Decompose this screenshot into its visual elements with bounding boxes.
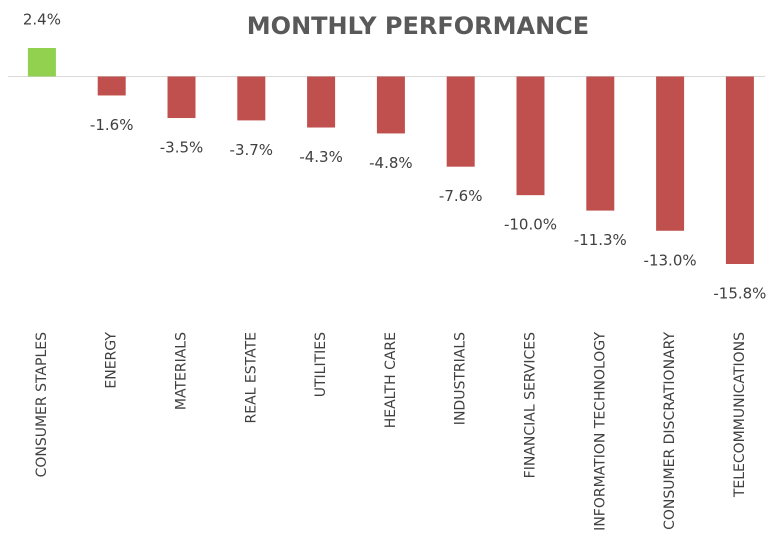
bar (725, 76, 754, 264)
x-tick-label: ENERGY (104, 332, 120, 389)
bar (307, 76, 336, 128)
bar (97, 76, 126, 96)
bar (446, 76, 475, 167)
data-label: -13.0% (644, 251, 697, 269)
bar (376, 76, 405, 134)
data-label: -4.8% (369, 154, 413, 172)
bar (586, 76, 615, 211)
x-tick-label: CONSUMER DISCRATIONARY (662, 332, 678, 530)
data-label: 2.4% (23, 11, 61, 29)
data-label: -10.0% (504, 216, 557, 234)
x-tick-label: REAL ESTATE (243, 332, 259, 424)
bar (516, 76, 545, 196)
data-label: -1.6% (90, 116, 134, 134)
data-label: -3.7% (230, 141, 274, 159)
x-tick-label: UTILITIES (313, 332, 329, 397)
x-tick-label: HEALTH CARE (383, 332, 399, 428)
x-tick-label: CONSUMER STAPLES (34, 332, 50, 478)
bar (167, 76, 196, 119)
x-tick-label: INDUSTRIALS (453, 332, 469, 425)
bar (27, 48, 56, 77)
data-label: -3.5% (160, 139, 204, 157)
x-tick-label: MATERIALS (174, 332, 190, 410)
bar (237, 76, 266, 121)
data-label: -7.6% (439, 187, 483, 205)
x-tick-label: INFORMATION TECHNOLOGY (592, 332, 608, 531)
bar (656, 76, 685, 231)
data-label: -15.8% (713, 285, 766, 303)
chart-title: MONTHLY PERFORMANCE (247, 12, 589, 40)
data-label: -4.3% (299, 148, 343, 166)
data-label: -11.3% (574, 231, 627, 249)
x-tick-label: TELECOMMUNICATIONS (732, 332, 748, 498)
x-tick-label: FINANCIAL SERVICES (523, 332, 539, 478)
